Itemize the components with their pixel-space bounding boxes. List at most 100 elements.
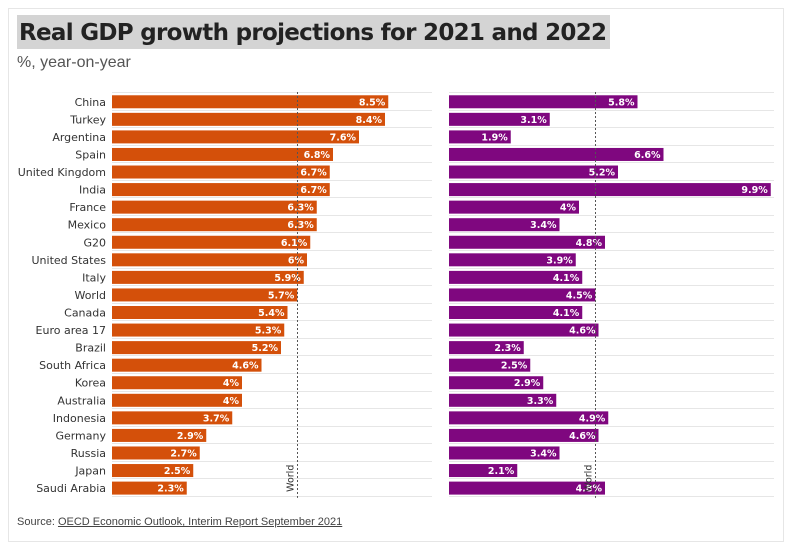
data-label: 4.6% xyxy=(569,326,596,337)
data-label: 5.2% xyxy=(252,343,279,354)
data-label: 6.8% xyxy=(304,150,331,161)
reference-line-label: World xyxy=(286,465,297,492)
data-label: 9.9% xyxy=(741,185,768,196)
bar xyxy=(449,112,550,126)
category-label: Indonesia xyxy=(53,412,106,425)
bar xyxy=(449,130,511,144)
data-label: 5.3% xyxy=(255,326,282,337)
category-label: Canada xyxy=(64,307,106,320)
bar xyxy=(449,323,599,337)
category-label: South Africa xyxy=(39,359,106,372)
data-label: 6.7% xyxy=(300,168,327,179)
bar xyxy=(449,183,771,197)
bar xyxy=(112,306,288,319)
bar xyxy=(449,306,583,319)
data-label: 3.9% xyxy=(546,255,573,266)
bar xyxy=(449,446,560,460)
category-label: Mexico xyxy=(68,219,107,232)
bar xyxy=(449,235,605,249)
data-label: 3.3% xyxy=(527,396,554,407)
data-label: 4% xyxy=(560,203,577,214)
category-label: Italy xyxy=(82,271,106,284)
bar xyxy=(449,270,583,284)
bar xyxy=(112,112,385,126)
data-label: 5.9% xyxy=(274,273,301,284)
data-label: 8.4% xyxy=(356,115,383,126)
category-label: United States xyxy=(32,254,107,267)
bar xyxy=(112,446,200,460)
data-label: 5.2% xyxy=(589,168,616,179)
bar xyxy=(112,376,242,390)
data-label: 3.7% xyxy=(203,413,230,424)
data-label: 2.7% xyxy=(170,448,197,459)
category-label: United Kingdom xyxy=(18,166,106,179)
data-label: 6.3% xyxy=(287,203,314,214)
category-label: India xyxy=(79,184,106,197)
category-label: Japan xyxy=(74,465,106,478)
data-label: 3.1% xyxy=(520,115,547,126)
bar xyxy=(112,481,187,495)
data-label: 6% xyxy=(288,255,305,266)
bar xyxy=(449,358,531,372)
reference-line-label: World xyxy=(584,465,595,492)
source-link[interactable]: OECD Economic Outlook, Interim Report Se… xyxy=(57,516,343,528)
category-label: Argentina xyxy=(52,131,106,144)
data-label: 3.4% xyxy=(530,448,557,459)
bar xyxy=(449,165,618,179)
bar xyxy=(112,270,304,284)
data-label: 2.9% xyxy=(177,431,204,442)
bar xyxy=(449,200,579,214)
category-label: Saudi Arabia xyxy=(36,482,106,495)
bar xyxy=(112,323,285,337)
bar xyxy=(449,428,599,442)
data-label: 4.8% xyxy=(576,238,603,249)
bar xyxy=(112,393,242,407)
data-label: 5.4% xyxy=(258,308,285,319)
data-label: 7.6% xyxy=(330,132,357,143)
bar xyxy=(112,95,389,109)
source-prefix: Source: xyxy=(17,516,58,528)
data-label: 4.1% xyxy=(553,273,580,284)
bar xyxy=(112,147,333,161)
data-label: 6.6% xyxy=(634,150,661,161)
data-label: 3.4% xyxy=(530,220,557,231)
data-label: 4.5% xyxy=(566,290,593,301)
source-note: Source: OECD Economic Outlook, Interim R… xyxy=(17,516,342,528)
bar xyxy=(449,464,518,478)
category-label: World xyxy=(74,289,106,302)
data-label: 4.1% xyxy=(553,308,580,319)
category-label: Turkey xyxy=(69,113,106,126)
bar xyxy=(112,411,233,425)
category-label: Euro area 17 xyxy=(36,324,106,337)
bar xyxy=(449,376,544,390)
data-label: 2.5% xyxy=(501,361,528,372)
bar xyxy=(112,235,311,249)
bar xyxy=(449,147,664,161)
data-label: 4.9% xyxy=(579,413,606,424)
data-label: 2.9% xyxy=(514,378,541,389)
category-label: France xyxy=(69,201,106,214)
data-label: 4.6% xyxy=(232,361,259,372)
bar xyxy=(449,288,596,302)
bar xyxy=(449,481,605,495)
bar xyxy=(112,218,317,232)
bar xyxy=(112,200,317,214)
data-label: 5.8% xyxy=(608,97,635,108)
data-label: 2.3% xyxy=(157,484,184,495)
bar xyxy=(449,341,524,355)
data-label: 4% xyxy=(223,396,240,407)
bar xyxy=(112,464,194,478)
category-label: Australia xyxy=(57,394,106,407)
bar xyxy=(112,341,281,355)
category-label: G20 xyxy=(83,236,106,249)
data-label: 6.3% xyxy=(287,220,314,231)
data-label: 4.6% xyxy=(569,431,596,442)
bar xyxy=(112,183,330,197)
data-label: 1.9% xyxy=(481,132,508,143)
category-label: Spain xyxy=(75,148,106,161)
data-label: 2.3% xyxy=(494,343,521,354)
data-label: 4.8% xyxy=(576,484,603,495)
data-label: 2.1% xyxy=(488,466,515,477)
chart-title: Real GDP growth projections for 2021 and… xyxy=(17,15,611,49)
